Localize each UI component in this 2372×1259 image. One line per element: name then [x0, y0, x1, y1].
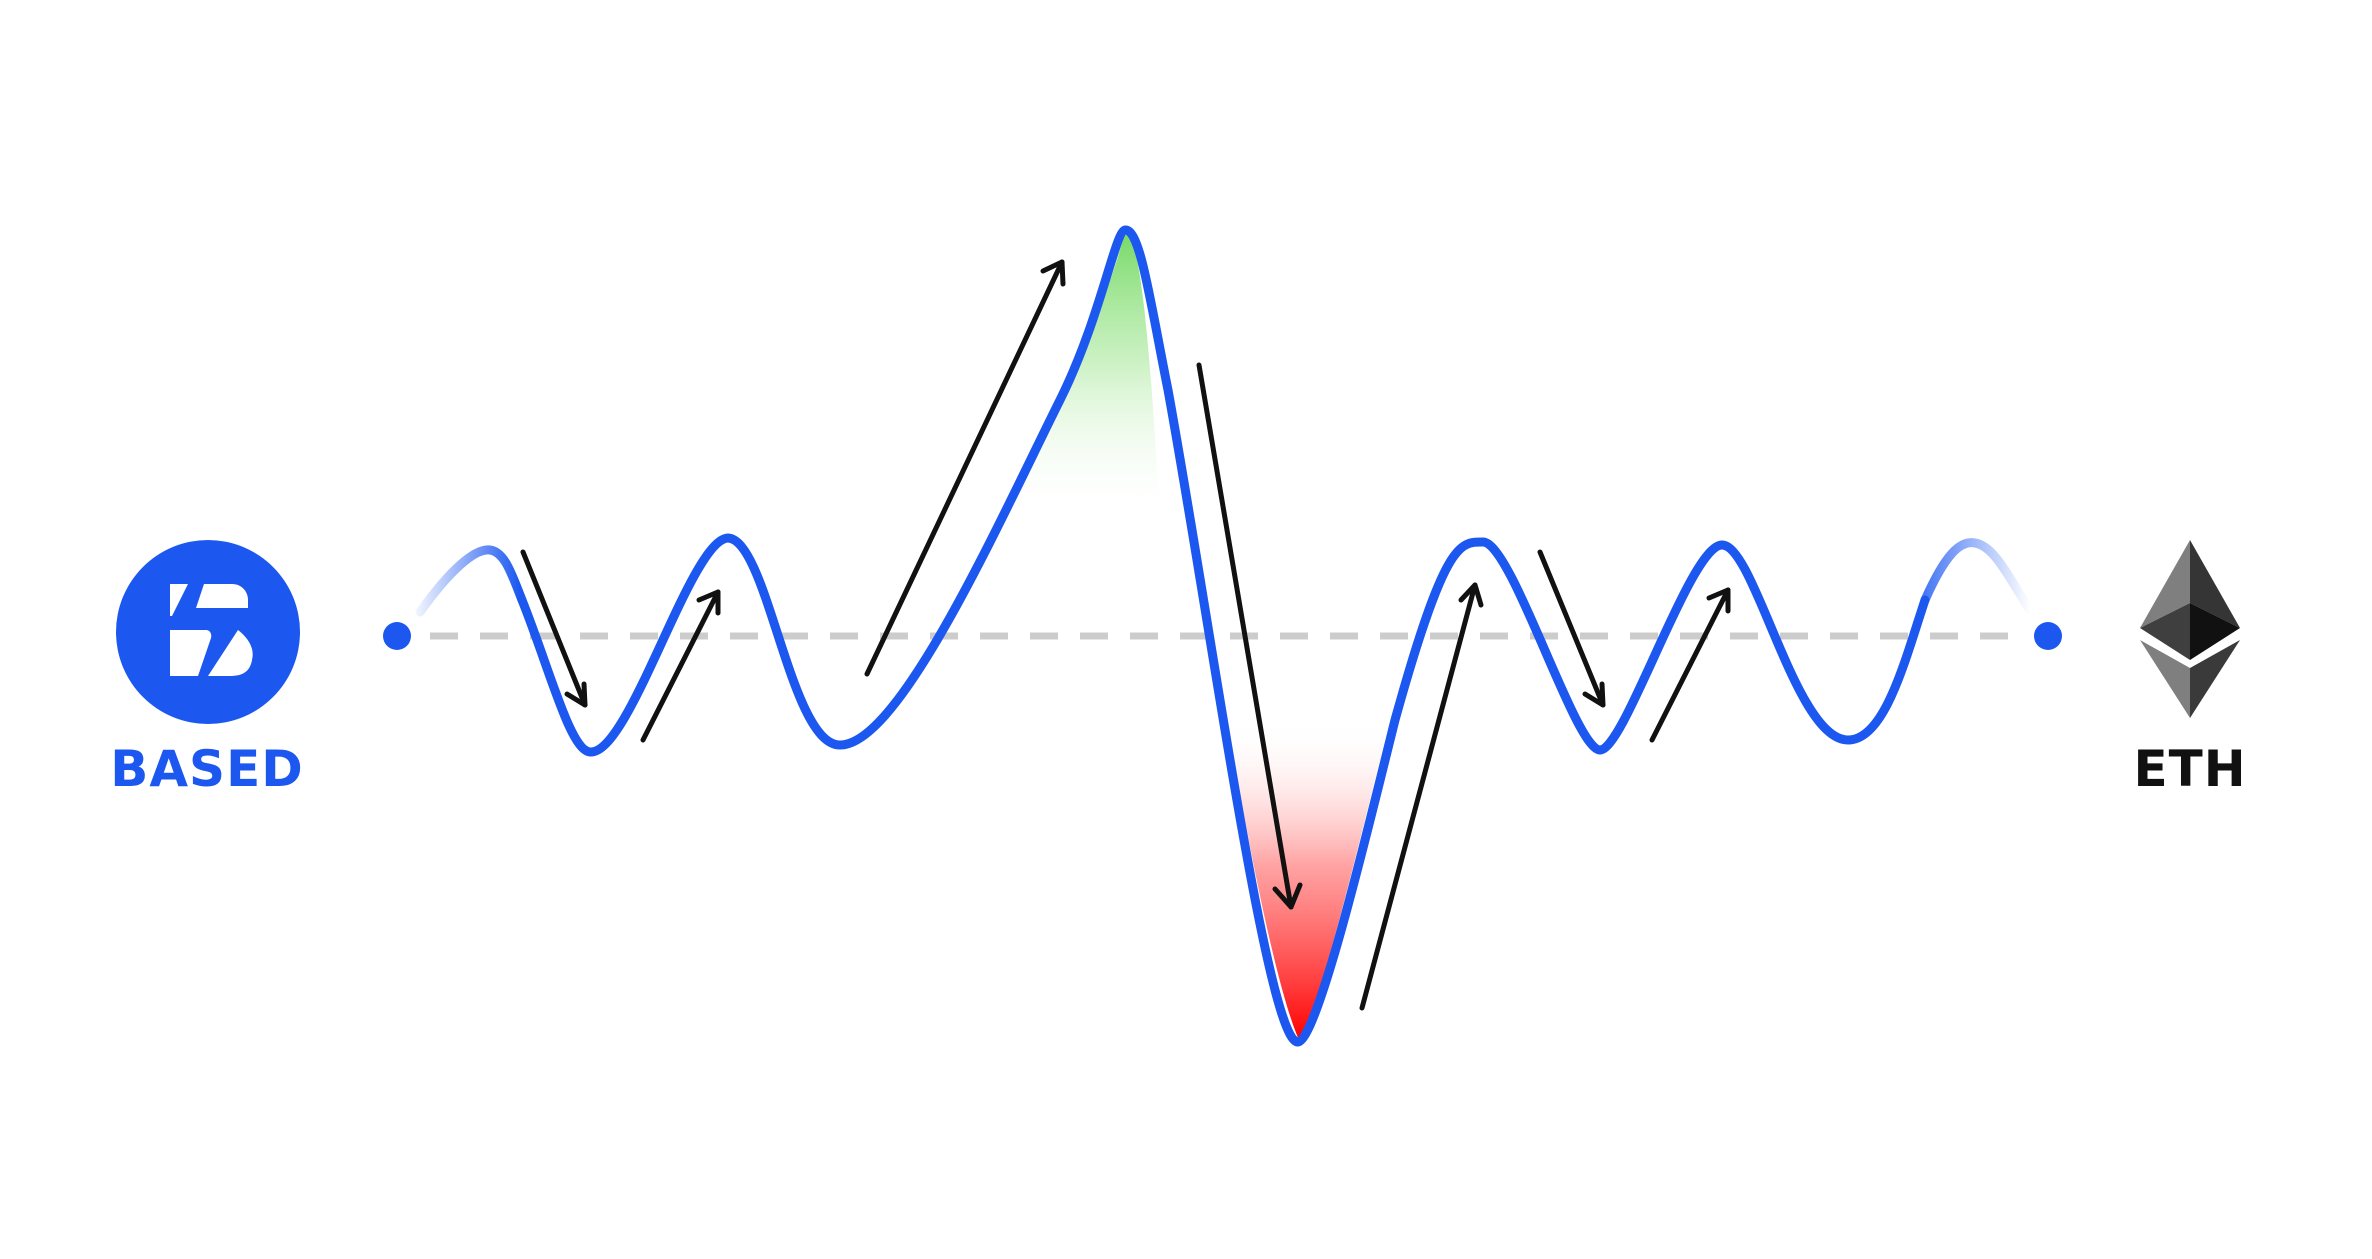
end-point [2034, 622, 2062, 650]
arrow-down-1 [520, 549, 588, 708]
arrow-down-2 [1196, 362, 1303, 910]
trade-arrows [520, 259, 1731, 1011]
eth-label: ETH [2133, 740, 2246, 798]
based-label: BASED [110, 740, 303, 798]
ethereum-logo-icon [2140, 540, 2240, 718]
loss-area [1228, 720, 1390, 1042]
arrow-up-1 [640, 589, 721, 743]
wave-tail-left [415, 545, 527, 617]
wave-tail-right [1920, 538, 2035, 615]
arrow-up-2 [864, 259, 1066, 677]
arrow-up-4 [1649, 587, 1731, 743]
price-wave [517, 225, 1930, 1047]
arrow-up-3 [1359, 582, 1484, 1011]
based-logo-icon [116, 540, 300, 724]
arrow-down-3 [1537, 549, 1606, 708]
start-point [383, 622, 411, 650]
